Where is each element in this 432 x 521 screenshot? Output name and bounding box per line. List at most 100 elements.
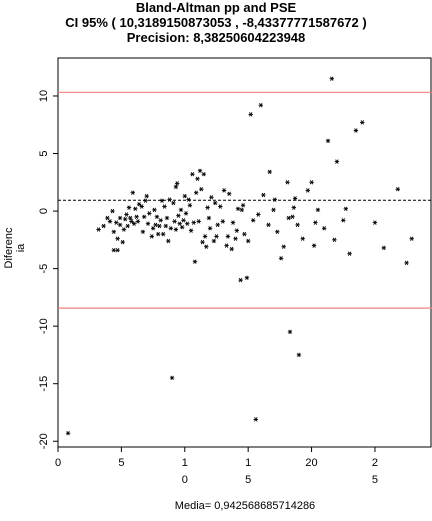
data-point (409, 236, 414, 241)
data-point (287, 329, 293, 335)
data-point (230, 220, 236, 225)
data-point (186, 197, 191, 202)
data-point (139, 204, 144, 209)
data-point (353, 128, 359, 133)
chart-precision: Precision: 8,38250604223948 (126, 30, 306, 45)
data-point (238, 277, 243, 283)
data-point (192, 259, 198, 264)
data-point (322, 226, 327, 231)
data-point (239, 207, 245, 213)
x-tick-label: 20 (305, 457, 317, 469)
data-point (191, 220, 196, 225)
chart-title: Bland-Altman pp and PSE (135, 0, 297, 15)
data-point (173, 184, 179, 190)
x-tick-label: 0 (55, 457, 61, 469)
y-tick-label: 0 (38, 208, 50, 214)
data-point (164, 215, 170, 221)
data-point (286, 215, 291, 221)
x-tick-label: 2 (372, 457, 378, 469)
data-point (267, 169, 272, 175)
data-point (167, 197, 172, 202)
data-point (121, 227, 127, 232)
y-tick-label: -5 (38, 264, 50, 274)
data-point (334, 159, 340, 164)
data-point (196, 219, 201, 224)
x-tick-label: 1 (245, 457, 251, 469)
data-point (290, 214, 295, 220)
data-point (214, 234, 219, 239)
data-point (253, 417, 259, 422)
data-point (220, 219, 226, 224)
y-tick-label: -10 (38, 318, 50, 334)
data-point (128, 215, 133, 221)
data-point (248, 112, 253, 117)
data-point (197, 168, 203, 174)
data-point (185, 221, 190, 226)
y-tick-label: -15 (38, 376, 50, 392)
data-point (154, 214, 160, 220)
y-tick-label: -20 (38, 433, 50, 449)
data-point (206, 215, 212, 221)
data-point (111, 247, 117, 253)
data-point (173, 227, 179, 232)
data-point (141, 214, 147, 220)
data-point (110, 208, 115, 214)
data-point (395, 186, 400, 192)
data-point (105, 215, 110, 221)
y-tick-label: 10 (38, 90, 50, 102)
data-point (157, 223, 162, 229)
data-point (295, 222, 300, 228)
data-point (115, 247, 120, 253)
x-tick-sublabel: 5 (245, 474, 251, 486)
data-point (145, 221, 151, 226)
data-point (211, 238, 217, 244)
data-point (169, 375, 175, 381)
data-point (291, 205, 296, 210)
data-point (144, 193, 149, 199)
data-point (272, 197, 277, 202)
data-point (172, 219, 177, 224)
data-point (125, 223, 130, 229)
data-point (360, 120, 365, 125)
data-point (168, 226, 174, 231)
data-point (134, 214, 139, 220)
data-point (111, 229, 117, 235)
data-point (313, 220, 318, 225)
data-point (258, 102, 263, 108)
data-point (135, 219, 141, 224)
data-point (242, 231, 247, 237)
chart-subtitle: CI 95% ( 10,3189150873053 , -8,433777715… (65, 15, 367, 30)
data-point (329, 76, 334, 81)
data-point (181, 218, 186, 223)
data-point (202, 234, 208, 239)
data-point (233, 236, 238, 241)
data-point (120, 239, 125, 245)
x-tick-label: 5 (118, 457, 124, 469)
data-point (162, 204, 167, 209)
data-point (347, 251, 352, 256)
data-point (65, 430, 71, 436)
data-point (240, 203, 246, 208)
data-point (193, 190, 199, 195)
data-point (133, 206, 138, 212)
data-point (166, 238, 171, 244)
data-point (311, 243, 317, 248)
data-point (275, 229, 280, 235)
data-point (183, 211, 189, 216)
data-point (158, 218, 163, 223)
data-point (218, 204, 223, 209)
data-point (256, 212, 261, 217)
data-point (271, 207, 276, 213)
x-axis-label: Media= 0,942568685714286 (174, 500, 316, 512)
data-point (296, 352, 302, 358)
x-tick-label: 1 (182, 457, 188, 469)
data-point (244, 275, 250, 281)
data-point (131, 221, 137, 226)
data-point (278, 256, 284, 261)
data-point (300, 236, 305, 241)
data-point (182, 193, 188, 199)
data-point (107, 219, 113, 224)
data-point (215, 222, 220, 228)
data-point (177, 221, 182, 226)
data-point (122, 216, 128, 222)
